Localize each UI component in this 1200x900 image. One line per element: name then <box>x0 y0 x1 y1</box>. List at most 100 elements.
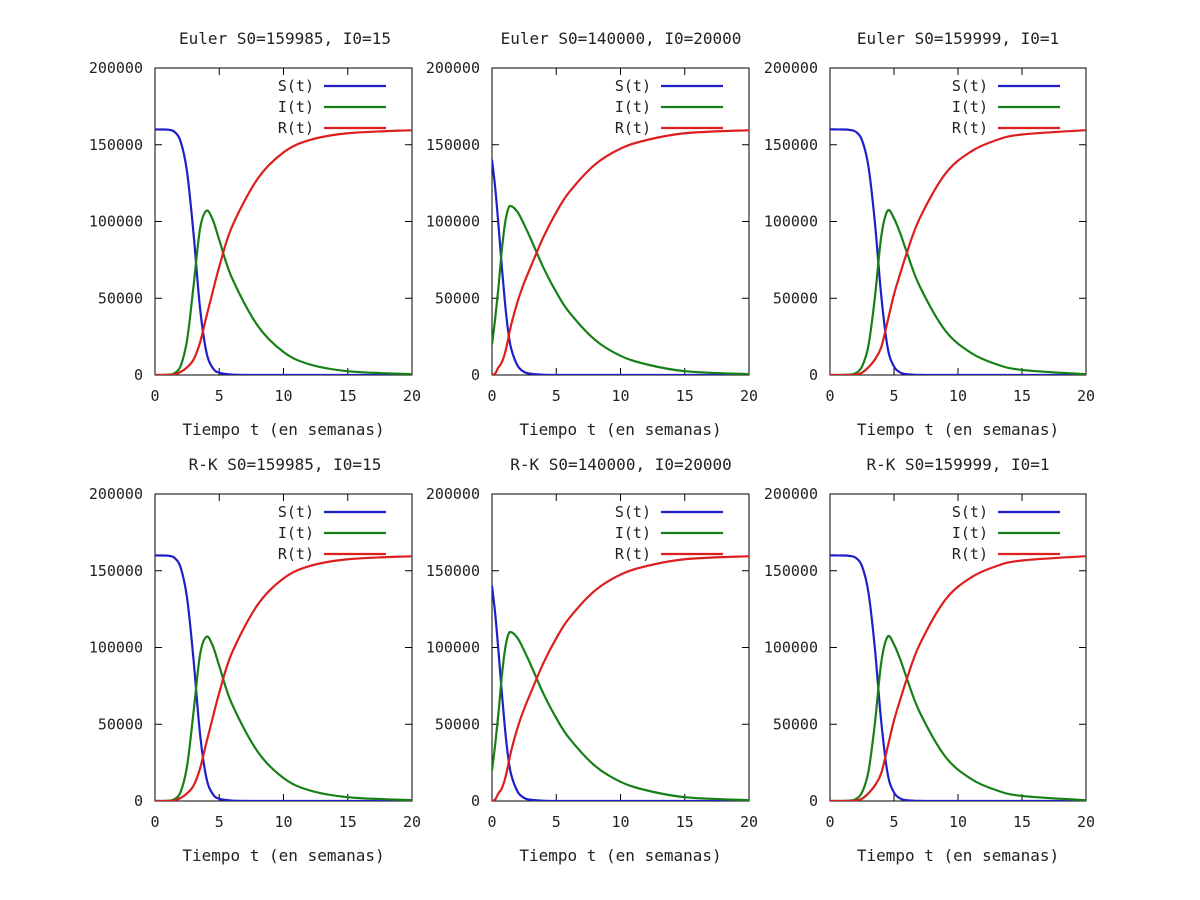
series-line-I <box>492 204 749 375</box>
x-tick-label: 15 <box>676 813 694 831</box>
y-tick-label: 100000 <box>89 213 143 231</box>
x-tick-label: 10 <box>274 813 292 831</box>
legend-label: R(t) <box>952 545 988 563</box>
y-tick-label: 150000 <box>89 136 143 154</box>
y-tick-label: 200000 <box>764 485 818 503</box>
series-line-I <box>830 208 1086 375</box>
series-line-I <box>830 634 1086 801</box>
panel-title: R-K S0=159985, I0=15 <box>189 455 382 474</box>
x-tick-label: 5 <box>552 813 561 831</box>
panel-title: Euler S0=159985, I0=15 <box>179 29 391 48</box>
legend-label: S(t) <box>952 77 988 95</box>
series-line-R <box>155 555 412 801</box>
legend-label: R(t) <box>278 545 314 563</box>
y-tick-label: 100000 <box>764 639 818 657</box>
x-tick-label: 10 <box>949 813 967 831</box>
y-tick-label: 100000 <box>764 213 818 231</box>
series-line-S <box>492 159 749 375</box>
y-tick-label: 150000 <box>764 562 818 580</box>
series-line-S <box>492 585 749 801</box>
y-tick-label: 50000 <box>435 289 480 307</box>
y-tick-label: 0 <box>134 366 143 384</box>
series-line-R <box>492 129 749 375</box>
x-axis-label: Tiempo t (en semanas) <box>519 420 721 439</box>
x-axis-label: Tiempo t (en semanas) <box>182 846 384 865</box>
x-tick-label: 15 <box>339 387 357 405</box>
x-tick-label: 5 <box>889 387 898 405</box>
panel-2: Euler S0=140000, I0=20000050000100000150… <box>426 29 758 439</box>
x-tick-label: 10 <box>949 387 967 405</box>
panel-title: Euler S0=140000, I0=20000 <box>501 29 742 48</box>
panel-3: Euler S0=159999, I0=1 0 50000 100000 150000 2… <box>764 29 1095 439</box>
y-tick-label: 0 <box>809 792 818 810</box>
x-tick-label: 0 <box>825 387 834 405</box>
y-tick-label: 200000 <box>426 59 480 77</box>
legend-label: I(t) <box>952 524 988 542</box>
panel-title: R-K S0=140000, I0=20000 <box>510 455 732 474</box>
y-tick-label: 200000 <box>764 59 818 77</box>
series-line-I <box>492 630 749 801</box>
panel-title: Euler S0=159999, I0=1 <box>857 29 1059 48</box>
x-tick-label: 0 <box>150 387 159 405</box>
panel-1: Euler S0=159985, I0=15 0 50000 100000 150000… <box>89 29 421 439</box>
x-axis-label: Tiempo t (en semanas) <box>519 846 721 865</box>
x-tick-label: 15 <box>1013 813 1031 831</box>
series-line-S <box>155 554 412 801</box>
x-tick-label: 20 <box>740 813 758 831</box>
y-tick-label: 50000 <box>773 715 818 733</box>
panel-6: R-K S0=159999, I0=1050000100000150000200… <box>764 455 1095 865</box>
x-tick-label: 5 <box>215 387 224 405</box>
series-line-S <box>155 128 412 375</box>
y-tick-label: 100000 <box>89 639 143 657</box>
x-tick-label: 20 <box>1077 813 1095 831</box>
x-axis-label: Tiempo t (en semanas) <box>857 420 1059 439</box>
y-tick-label: 150000 <box>426 562 480 580</box>
legend-label: I(t) <box>952 98 988 116</box>
panel-5: R-K S0=140000, I0=20000 0 50000 100000 15000… <box>426 455 758 865</box>
x-tick-label: 10 <box>611 813 629 831</box>
legend-label: I(t) <box>615 98 651 116</box>
series-line-S <box>830 128 1086 375</box>
x-tick-label: 20 <box>403 387 421 405</box>
x-tick-label: 0 <box>487 813 496 831</box>
x-tick-label: 5 <box>889 813 898 831</box>
legend-label: S(t) <box>615 503 651 521</box>
panel-4: R-K S0=159985, I0=15 0 50000 100000 150000 20… <box>89 455 421 865</box>
x-tick-label: 0 <box>487 387 496 405</box>
legend-label: S(t) <box>278 77 314 95</box>
x-tick-label: 5 <box>552 387 561 405</box>
y-tick-label: 50000 <box>98 289 143 307</box>
x-axis-label: Tiempo t (en semanas) <box>182 420 384 439</box>
x-tick-label: 20 <box>403 813 421 831</box>
y-tick-label: 0 <box>134 792 143 810</box>
x-tick-label: 0 <box>150 813 159 831</box>
x-tick-label: 0 <box>825 813 834 831</box>
x-tick-label: 20 <box>740 387 758 405</box>
y-tick-label: 200000 <box>426 485 480 503</box>
y-tick-label: 50000 <box>435 715 480 733</box>
y-tick-label: 100000 <box>426 639 480 657</box>
x-tick-label: 10 <box>611 387 629 405</box>
y-tick-label: 200000 <box>89 485 143 503</box>
y-tick-label: 150000 <box>89 562 143 580</box>
x-tick-label: 5 <box>215 813 224 831</box>
panel-title: R-K S0=159999, I0=1 <box>866 455 1049 474</box>
legend-label: I(t) <box>278 98 314 116</box>
y-tick-label: 0 <box>471 792 480 810</box>
legend-label: S(t) <box>278 503 314 521</box>
y-tick-label: 0 <box>809 366 818 384</box>
legend-label: R(t) <box>615 119 651 137</box>
x-axis-label: Tiempo t (en semanas) <box>857 846 1059 865</box>
legend-label: R(t) <box>615 545 651 563</box>
x-tick-label: 20 <box>1077 387 1095 405</box>
x-tick-label: 10 <box>274 387 292 405</box>
series-line-R <box>155 129 412 375</box>
x-tick-label: 15 <box>339 813 357 831</box>
y-tick-label: 150000 <box>764 136 818 154</box>
legend-label: R(t) <box>278 119 314 137</box>
y-tick-label: 150000 <box>426 136 480 154</box>
legend-label: I(t) <box>615 524 651 542</box>
legend-label: S(t) <box>615 77 651 95</box>
series-line-R <box>492 555 749 801</box>
